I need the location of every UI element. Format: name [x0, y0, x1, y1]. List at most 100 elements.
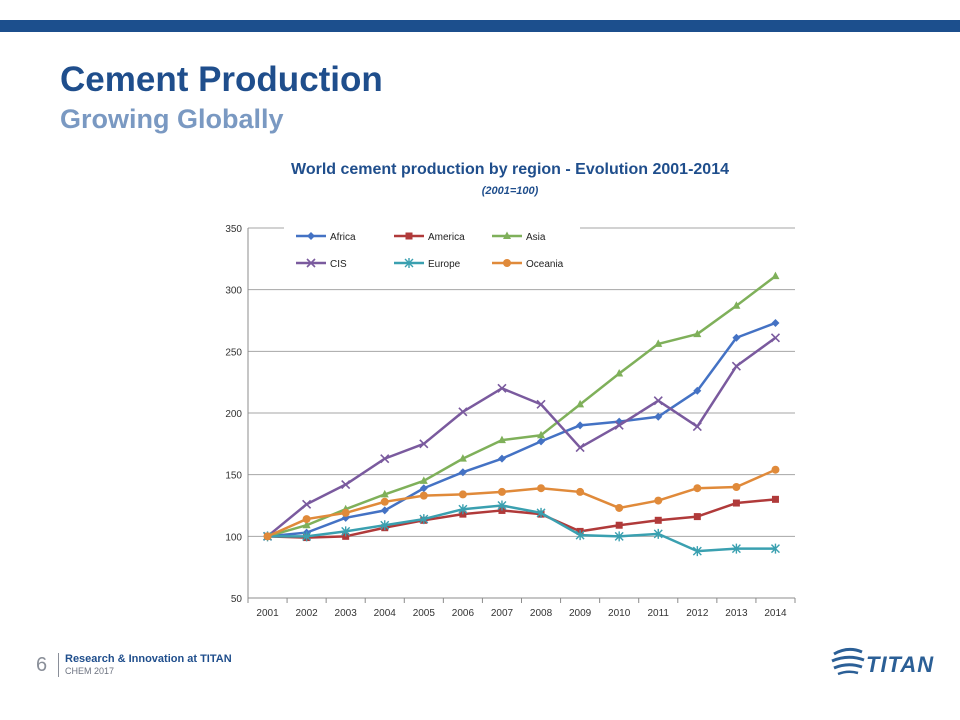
point-cis-2010: [614, 420, 624, 430]
y-tick-label-150: 150: [225, 471, 242, 482]
x-tick-label-2001: 2001: [256, 608, 279, 619]
point-europe-2003: [341, 526, 351, 537]
logo-text: TITAN: [866, 652, 935, 677]
point-africa-2008: [537, 437, 546, 446]
point-africa-2006: [458, 468, 467, 477]
point-europe-2004: [380, 520, 390, 531]
point-europe-2005: [419, 514, 429, 525]
point-asia-2006: [458, 454, 467, 462]
footer-line-1: Research & Innovation at TITAN: [65, 653, 232, 665]
point-asia-2013: [732, 301, 741, 309]
x-tick-label-2005: 2005: [413, 608, 436, 619]
x-tick-label-2008: 2008: [530, 608, 553, 619]
point-america-2011: [654, 516, 662, 524]
point-europe-2013: [731, 543, 741, 554]
point-europe-2008: [536, 507, 546, 518]
legend-marker-asia: [503, 231, 511, 239]
point-asia-2007: [497, 435, 506, 444]
point-oceania-2002: [302, 515, 311, 524]
y-tick-label-250: 250: [225, 347, 242, 358]
x-tick-label-2010: 2010: [608, 608, 631, 619]
point-cis-2014: [770, 333, 781, 343]
legend-label-africa: Africa: [330, 232, 356, 243]
line-chart: 50 100 150 200 250 300 350 2001 2002 2003 2004 2005…: [225, 222, 796, 619]
point-africa-2014: [771, 318, 780, 327]
point-cis-2006: [458, 407, 468, 417]
legend-marker-africa: [307, 232, 315, 240]
legend-label-oceania: Oceania: [526, 259, 564, 270]
point-cis-2009: [575, 442, 585, 453]
x-tick-label-2009: 2009: [569, 608, 592, 619]
point-america-2014: [771, 495, 779, 503]
y-tick-label-200: 200: [225, 409, 242, 420]
point-africa-2007: [497, 454, 506, 463]
point-asia-2010: [615, 369, 624, 377]
point-europe-2012: [692, 546, 702, 557]
top-accent-bar: [0, 20, 960, 32]
point-africa-2005: [419, 484, 428, 493]
point-oceania-2008: [537, 484, 546, 493]
point-asia-2005: [419, 476, 428, 484]
point-europe-2002: [302, 531, 312, 542]
point-america-2010: [615, 521, 623, 529]
point-europe-2011: [653, 528, 663, 539]
point-asia-2004: [380, 489, 389, 498]
y-tick-label-50: 50: [231, 594, 243, 605]
legend-label-cis: CIS: [330, 259, 347, 270]
x-tick-label-2013: 2013: [725, 608, 748, 619]
point-oceania-2012: [693, 484, 702, 493]
point-europe-2007: [497, 500, 507, 511]
series-line-africa: [267, 321, 776, 538]
point-oceania-2007: [497, 487, 506, 496]
point-oceania-2005: [419, 491, 428, 500]
point-asia-2012: [693, 329, 702, 338]
point-oceania-2001: [263, 532, 272, 541]
series-line-europe: [267, 504, 776, 553]
point-cis-2004: [380, 454, 390, 464]
point-oceania-2014: [771, 465, 780, 474]
x-tick-label-2004: 2004: [374, 608, 397, 619]
x-tick-label-2006: 2006: [452, 608, 475, 619]
legend-marker-oceania: [503, 259, 511, 267]
point-america-2013: [732, 499, 740, 507]
point-asia-2008: [537, 430, 546, 439]
legend-marker-europe: [404, 258, 414, 268]
point-cis-2005: [419, 439, 429, 449]
y-tick-label-300: 300: [225, 286, 242, 297]
footer-divider: [58, 653, 59, 677]
y-tick-label-350: 350: [225, 224, 242, 235]
point-africa-2012: [693, 386, 702, 395]
chart-title: World cement production by region - Evol…: [291, 161, 729, 178]
footer-line-2: CHEM 2017: [65, 666, 115, 676]
point-cis-2007: [497, 383, 507, 393]
point-asia-2002: [302, 520, 311, 529]
x-tick-label-2007: 2007: [491, 608, 514, 619]
point-africa-2011: [654, 412, 663, 421]
point-cis-2002: [302, 499, 312, 509]
point-oceania-2013: [732, 483, 741, 491]
point-cis-2003: [341, 479, 351, 490]
legend-label-asia: Asia: [526, 232, 546, 243]
point-africa-2009: [576, 421, 585, 430]
point-africa-2013: [732, 333, 741, 342]
y-tick-label-100: 100: [225, 532, 242, 543]
titan-logo-icon: [831, 647, 865, 676]
legend-box: [284, 222, 580, 282]
point-europe-2009: [575, 530, 585, 541]
point-cis-2012: [692, 422, 702, 432]
series-line-asia: [267, 275, 777, 538]
legend-label-europe: Europe: [428, 259, 461, 270]
point-cis-2008: [536, 399, 546, 409]
point-america-2012: [693, 513, 701, 521]
x-tick-label-2012: 2012: [686, 608, 709, 619]
series-line-oceania: [267, 468, 776, 538]
series-line-cis: [266, 336, 777, 538]
legend-label-america: America: [428, 232, 465, 243]
point-oceania-2009: [576, 487, 585, 496]
page-number: 6: [36, 654, 48, 676]
chart-subtitle: (2001=100): [481, 185, 539, 197]
point-oceania-2003: [341, 508, 350, 517]
slide-subtitle: Growing Globally: [60, 104, 284, 134]
point-europe-2010: [614, 531, 624, 542]
point-oceania-2010: [615, 503, 624, 512]
